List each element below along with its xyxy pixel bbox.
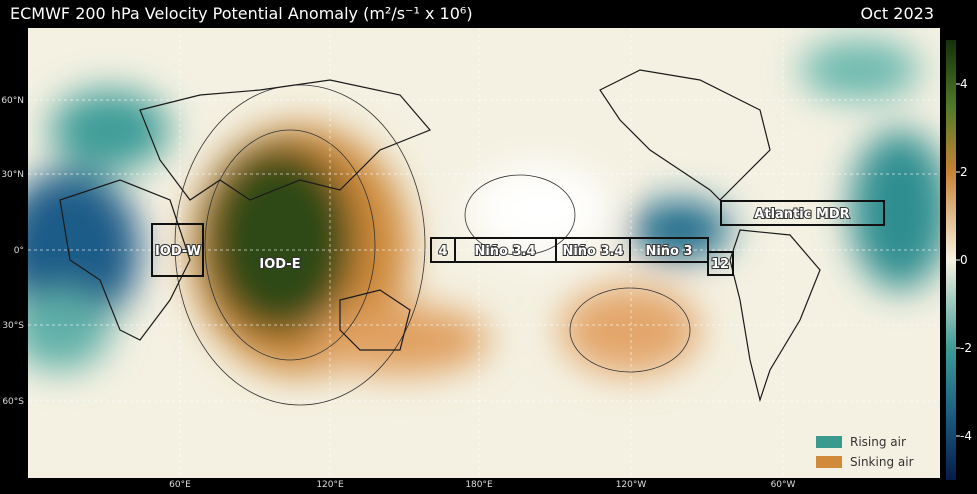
colorbar-tick-label: -4 — [960, 429, 972, 443]
lon-label: 120°W — [616, 480, 647, 490]
colorbar-tick-label: 2 — [960, 165, 968, 179]
legend-swatch — [816, 456, 842, 468]
colorbar-tick-label: 4 — [960, 77, 968, 91]
map — [28, 28, 940, 478]
legend-label: Rising air — [850, 435, 906, 449]
region-label: IOD-W — [155, 244, 201, 259]
lat-label: 60°S — [2, 397, 24, 407]
lon-label: 60°W — [771, 480, 796, 490]
colorbar — [946, 40, 956, 480]
date: Oct 2023 — [861, 4, 934, 23]
lon-label: 60°E — [169, 480, 191, 490]
region-label: Niño 3 — [645, 244, 692, 259]
lat-label: 0° — [14, 246, 24, 256]
title: ECMWF 200 hPa Velocity Potential Anomaly… — [10, 4, 473, 23]
lon-label: 180°E — [465, 480, 493, 490]
region-label: Atlantic MDR — [754, 207, 849, 222]
region-label: Niño 3.4 — [474, 244, 535, 259]
region-label: Niño 3.4 — [562, 244, 623, 259]
lon-label: 120°E — [316, 480, 344, 490]
legend-swatch — [816, 436, 842, 448]
legend-label: Sinking air — [850, 455, 914, 469]
colorbar-tick-label: -2 — [960, 341, 972, 355]
region-label: 12 — [711, 257, 729, 272]
lat-label: 30°N — [1, 170, 24, 180]
lat-label: 30°S — [2, 321, 24, 331]
region-label: IOD-E — [259, 257, 300, 272]
region-label: 4 — [438, 244, 447, 259]
colorbar-tick-label: 0 — [960, 253, 968, 267]
lat-label: 60°N — [1, 96, 24, 106]
